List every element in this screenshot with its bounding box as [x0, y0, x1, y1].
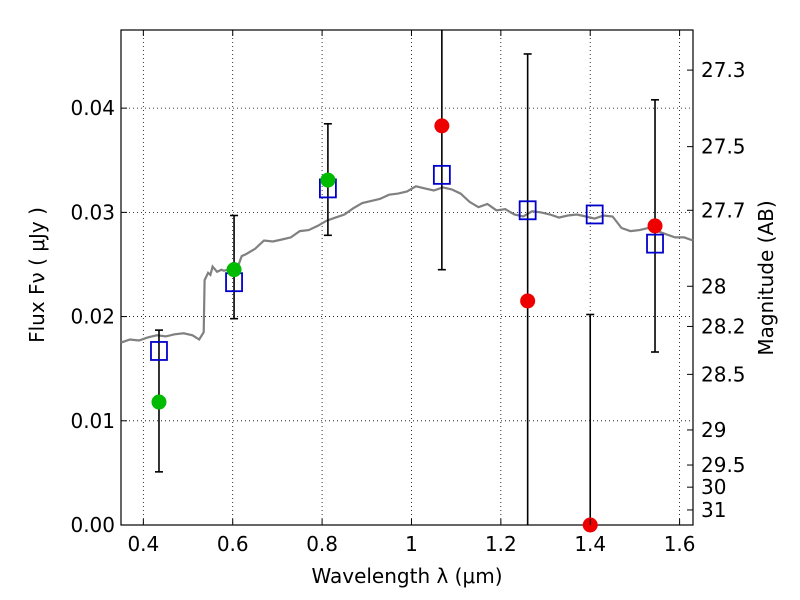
y-tick-label: 0.02	[70, 305, 115, 329]
y2-tick-label: 27.7	[701, 198, 746, 222]
y2-tick-label: 27.5	[701, 135, 746, 159]
data-point	[320, 172, 336, 188]
y-tick-label: 0.01	[70, 409, 115, 433]
y-axis-label: Flux Fν ( μJy )	[25, 207, 49, 343]
sed-line	[120, 185, 694, 344]
x-tick-label: 0.4	[127, 532, 159, 556]
x-axis: 0.4 0.6 0.8 1 1.2 1.4 1.6	[127, 30, 696, 556]
x-axis-label: Wavelength λ (μm)	[311, 564, 502, 588]
y2-axis-label: Magnitude (AB)	[754, 200, 778, 355]
y-tick-label: 0.04	[70, 96, 115, 120]
data-point	[647, 218, 663, 234]
error-bars	[154, 30, 660, 525]
sed-curve	[120, 185, 694, 344]
data-markers	[150, 118, 664, 533]
y2-tick-label: 30	[701, 475, 726, 499]
data-point	[226, 262, 242, 278]
x-tick-label: 1.4	[574, 532, 606, 556]
y2-tick-label: 31	[701, 498, 726, 522]
y-tick-label: 0.03	[70, 200, 115, 224]
x-tick-label: 1.2	[485, 532, 517, 556]
x-tick-label: 0.8	[306, 532, 338, 556]
model-point	[585, 204, 604, 225]
x-tick-label: 0.6	[217, 532, 249, 556]
y2-tick-label: 29	[701, 418, 726, 442]
y-tick-label: 0.00	[70, 513, 115, 537]
x-tick-label: 1	[405, 532, 418, 556]
y2-tick-label: 29.5	[701, 453, 746, 477]
y-axis-left: 0.00 0.01 0.02 0.03 0.04	[70, 96, 127, 537]
y2-tick-label: 28.5	[701, 362, 746, 386]
y2-tick-label: 27.3	[701, 58, 746, 82]
data-point	[151, 394, 167, 410]
plot-frame	[120, 29, 694, 526]
data-point	[434, 118, 450, 134]
data-point	[520, 293, 536, 309]
model-point	[518, 200, 537, 221]
model-point	[432, 164, 451, 185]
y2-tick-label: 28	[701, 274, 726, 298]
x-tick-label: 1.6	[664, 532, 696, 556]
y2-tick-label: 28.2	[701, 314, 746, 338]
model-point	[150, 341, 168, 361]
model-point	[646, 233, 664, 254]
